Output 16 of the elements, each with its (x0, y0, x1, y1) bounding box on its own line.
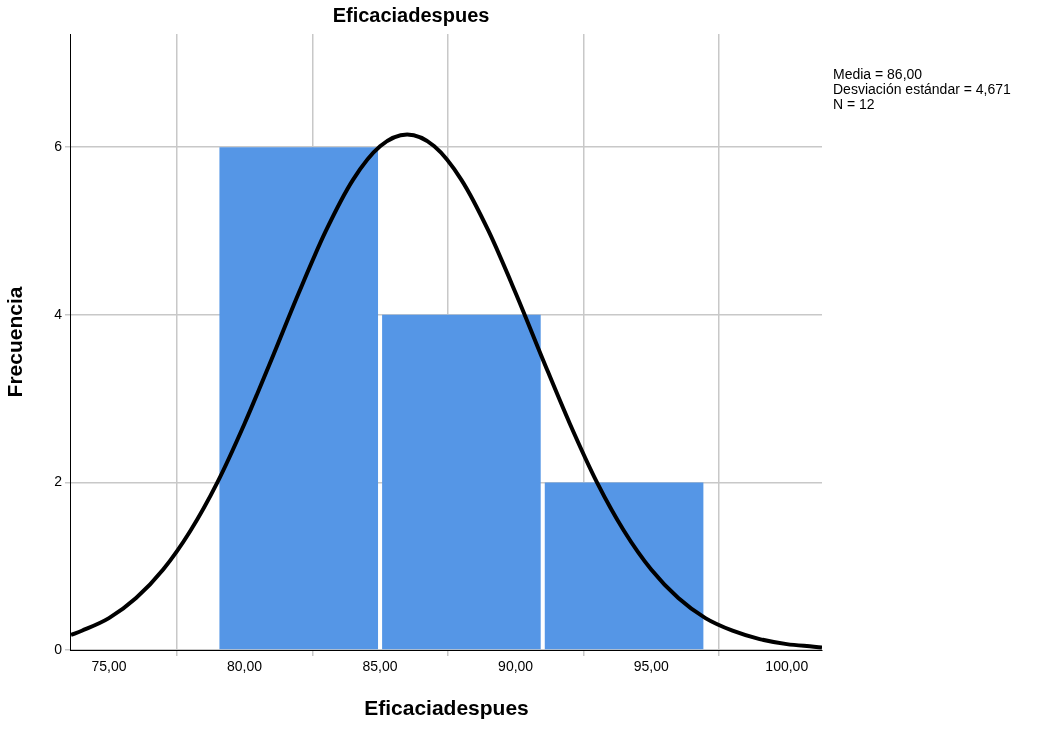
x-tick-label: 85,00 (362, 658, 398, 675)
text: Media = 86,00 (833, 65, 923, 82)
text: N = 12 (833, 95, 875, 112)
x-axis-title: Eficaciadespues (364, 696, 529, 720)
text: Desviación estándar = 4,671 (833, 80, 1012, 97)
x-tick-label: 100,00 (765, 658, 809, 675)
x-tick-label: 90,00 (498, 658, 534, 675)
y-tick-label: 4 (54, 305, 63, 322)
y-tick-label: 6 (54, 138, 63, 154)
y-tick-label: 0 (54, 640, 63, 657)
x-tick-label: 95,00 (633, 658, 669, 675)
x-tick-label: 80,00 (226, 658, 263, 675)
chart-title: Eficaciadespues (332, 3, 490, 26)
x-tick-label: 75,00 (91, 658, 127, 675)
y-axis-title: Frecuencia (3, 286, 27, 398)
y-tick-label: 2 (54, 473, 63, 490)
